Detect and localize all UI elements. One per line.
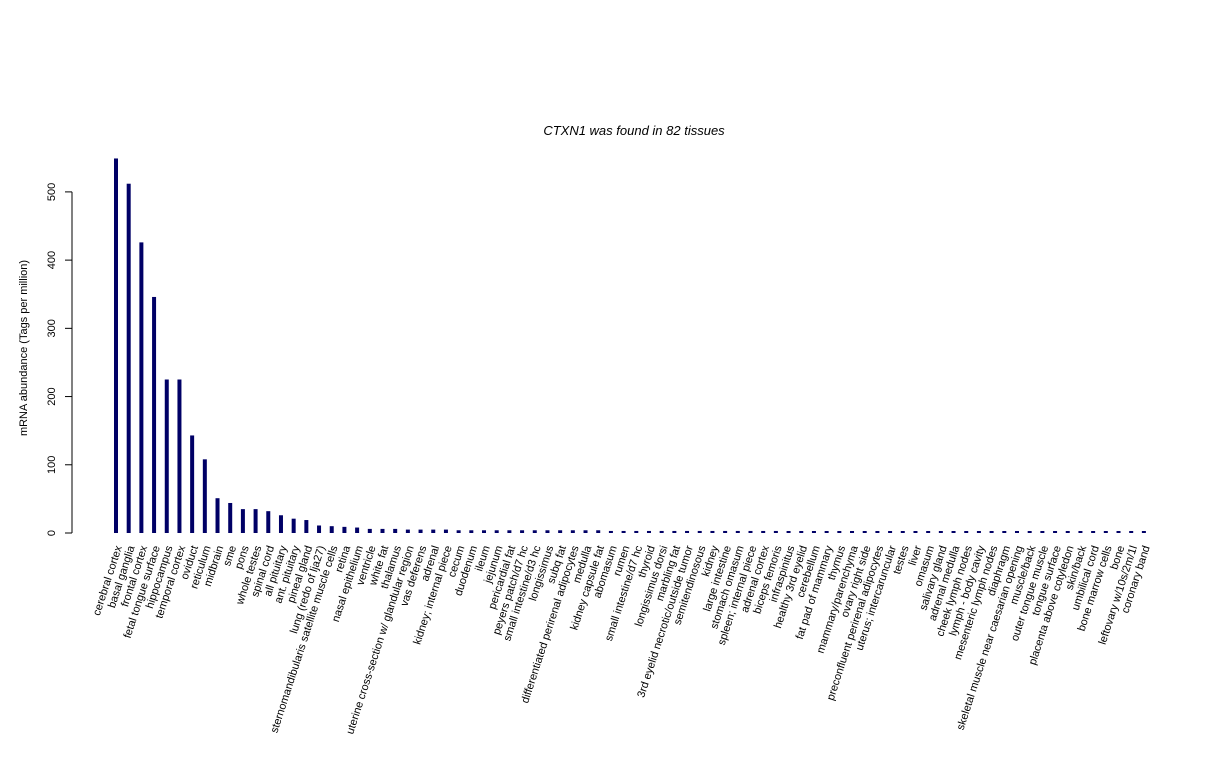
bar <box>443 529 448 533</box>
bar <box>418 529 423 533</box>
bar <box>507 530 512 533</box>
bar <box>748 530 753 533</box>
bar <box>266 511 271 533</box>
bar <box>926 531 931 533</box>
chart-title: CTXN1 was found in 82 tissues <box>543 123 725 138</box>
bar <box>951 531 956 533</box>
bar <box>1053 531 1058 533</box>
y-tick-label: 200 <box>46 387 58 405</box>
bar <box>786 531 791 533</box>
bar <box>596 530 601 533</box>
bar <box>938 531 943 533</box>
bar <box>875 531 880 533</box>
bar <box>685 530 690 533</box>
bar <box>723 530 728 533</box>
bar <box>114 158 118 533</box>
bar <box>139 242 144 533</box>
y-tick-label: 0 <box>46 530 58 536</box>
bar <box>697 530 702 533</box>
bar <box>900 531 905 533</box>
bar <box>583 530 588 533</box>
bar <box>1078 531 1083 533</box>
bar <box>355 527 360 533</box>
bar <box>456 530 461 533</box>
bar <box>1091 531 1096 533</box>
bar <box>710 530 715 533</box>
bar <box>177 379 182 533</box>
bar <box>329 526 334 533</box>
bar <box>672 530 677 533</box>
y-tick-label: 400 <box>46 251 58 269</box>
bar <box>1027 531 1032 533</box>
bar <box>317 525 322 533</box>
bar <box>799 531 804 533</box>
bar <box>608 530 613 533</box>
bar <box>520 530 525 533</box>
bar <box>570 530 575 533</box>
bar <box>291 518 296 533</box>
bar <box>253 509 258 533</box>
bar <box>761 530 766 533</box>
bars <box>114 158 1146 533</box>
bar <box>824 531 829 533</box>
bar <box>888 531 893 533</box>
bar <box>431 529 436 533</box>
bar <box>621 530 626 533</box>
bar <box>964 531 969 533</box>
bar <box>913 531 918 533</box>
bar <box>469 530 474 533</box>
bar <box>634 530 639 533</box>
bar <box>494 530 499 533</box>
bar <box>532 530 537 533</box>
bar <box>1116 531 1121 533</box>
y-tick-label: 100 <box>46 456 58 474</box>
bar <box>405 529 410 533</box>
y-tick-label: 300 <box>46 319 58 337</box>
bar <box>126 183 131 533</box>
bar <box>393 528 398 533</box>
bar <box>558 530 563 533</box>
bar <box>862 531 867 533</box>
bar <box>1014 531 1019 533</box>
bar <box>1040 531 1045 533</box>
bar <box>659 530 664 533</box>
bar <box>1002 531 1007 533</box>
y-axis: 0 100 200 300 400 500 <box>46 183 73 536</box>
bar <box>482 530 487 533</box>
bar <box>989 531 994 533</box>
bar <box>837 531 842 533</box>
bar <box>1103 531 1108 533</box>
bar <box>811 531 816 533</box>
bar <box>342 526 347 533</box>
bar <box>646 530 651 533</box>
bar <box>1141 531 1146 533</box>
y-tick-label: 500 <box>46 183 58 201</box>
bar <box>1065 531 1070 533</box>
bar <box>380 528 385 533</box>
bar <box>164 379 169 533</box>
bar <box>850 531 855 533</box>
bar <box>1129 531 1134 533</box>
y-axis-label: mRNA abundance (Tags per million) <box>18 260 30 436</box>
bar <box>202 459 207 533</box>
bar <box>278 515 283 533</box>
bar <box>215 498 220 533</box>
bar <box>545 530 550 533</box>
bar <box>735 530 740 533</box>
bar <box>152 296 157 533</box>
bar <box>367 528 372 533</box>
bar <box>190 435 195 533</box>
bar <box>240 509 245 533</box>
bar <box>773 530 778 533</box>
bar <box>976 531 981 533</box>
bar <box>304 520 309 533</box>
bar <box>228 502 233 533</box>
